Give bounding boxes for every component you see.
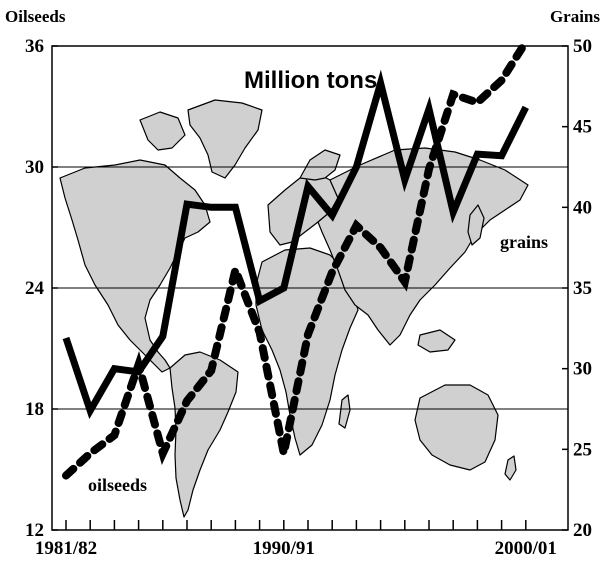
map-north-america bbox=[59, 159, 211, 373]
x-tick-label: 2000/01 bbox=[495, 538, 557, 559]
map-greenland bbox=[187, 99, 263, 179]
oilseeds-series-label: oilseeds bbox=[88, 475, 147, 495]
map-new-zealand bbox=[504, 455, 517, 481]
map-se-asia-islands bbox=[417, 329, 456, 353]
map-arctic-islands bbox=[139, 111, 186, 151]
x-axis: 1981/82 1990/91 2000/01 bbox=[35, 520, 557, 559]
map-scandinavia bbox=[299, 149, 341, 181]
left-tick-label: 12 bbox=[25, 520, 44, 541]
grains-series-label: grains bbox=[500, 232, 548, 252]
map-japan bbox=[467, 204, 485, 246]
map-madagascar bbox=[338, 394, 351, 429]
series-layer bbox=[62, 38, 530, 480]
chart-title: Million tons bbox=[244, 67, 377, 94]
right-tick-label: 50 bbox=[573, 36, 592, 57]
gridlines bbox=[52, 166, 568, 410]
left-tick-label: 36 bbox=[25, 36, 44, 57]
world-map-background bbox=[59, 99, 529, 518]
left-axis: 12 18 24 30 36 bbox=[25, 36, 58, 541]
map-australia bbox=[414, 384, 499, 471]
left-tick-label: 24 bbox=[25, 278, 45, 299]
right-tick-label: 45 bbox=[573, 117, 592, 138]
right-tick-label: 25 bbox=[573, 439, 592, 460]
left-axis-label: Oilseeds bbox=[5, 7, 66, 26]
left-tick-label: 18 bbox=[25, 399, 44, 420]
right-tick-label: 35 bbox=[573, 278, 592, 299]
right-axis-label: Grains bbox=[550, 7, 600, 26]
x-tick-label: 1990/91 bbox=[253, 538, 315, 559]
oilseeds-line bbox=[62, 38, 530, 480]
right-tick-label: 20 bbox=[573, 520, 592, 541]
right-tick-label: 40 bbox=[573, 197, 592, 218]
left-tick-label: 30 bbox=[25, 157, 44, 178]
right-tick-label: 30 bbox=[573, 359, 592, 380]
x-tick-label: 1981/82 bbox=[35, 538, 97, 559]
right-axis: 20 25 30 35 40 45 50 bbox=[562, 36, 592, 541]
